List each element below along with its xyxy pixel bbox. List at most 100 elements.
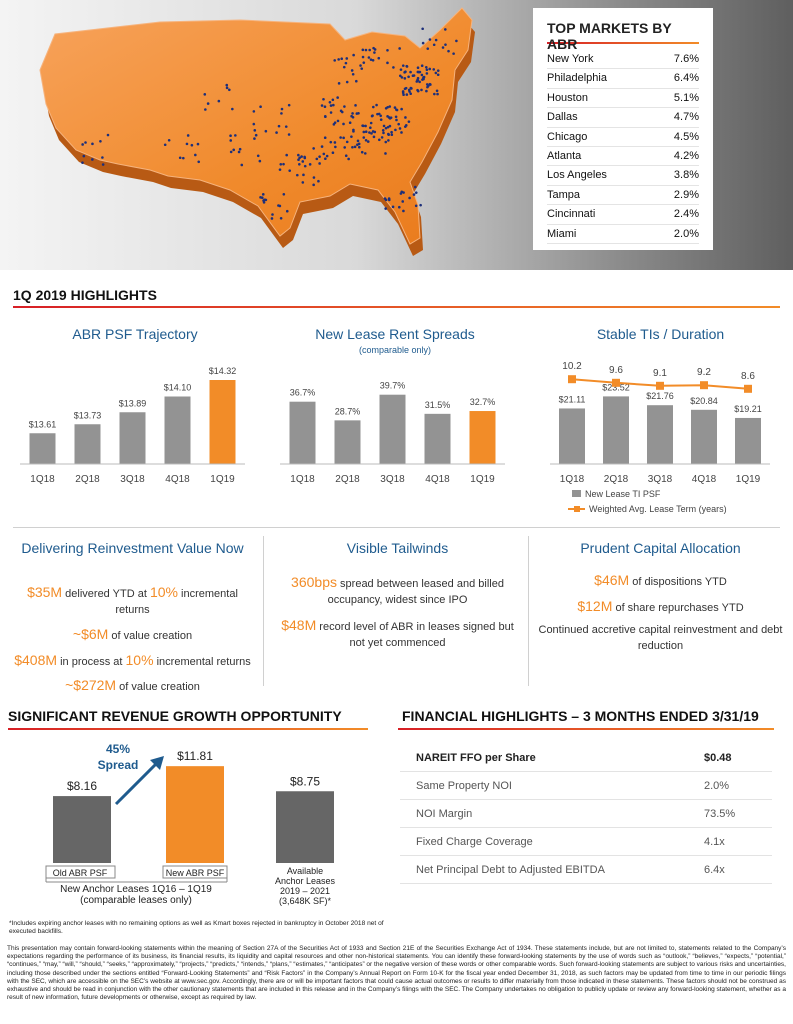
property-dot [344, 61, 348, 65]
market-row: Houston 5.1% [547, 89, 699, 109]
property-dot [416, 66, 420, 70]
property-dot [416, 89, 420, 93]
x-tick-label: 4Q18 [692, 474, 717, 485]
property-dot [288, 169, 292, 172]
property-dot [390, 133, 394, 136]
legend-term-label: Weighted Avg. Lease Term (years) [589, 504, 727, 514]
property-dot [331, 151, 335, 155]
property-dot [264, 129, 268, 133]
property-dot [329, 111, 333, 114]
property-dot [387, 139, 390, 142]
property-dot [357, 142, 361, 146]
property-dot [355, 79, 358, 83]
property-dot [391, 205, 395, 209]
property-dot [425, 68, 429, 72]
new-abr-box [162, 865, 228, 879]
bar [119, 412, 146, 464]
property-dot [382, 124, 386, 128]
lease-term-label: 9.2 [697, 367, 711, 378]
property-dot [370, 114, 374, 118]
property-dot [295, 173, 299, 177]
property-dot [379, 114, 383, 118]
highlights-rule [13, 306, 780, 308]
market-pct: 7.6% [673, 53, 699, 65]
property-dot [420, 88, 423, 92]
market-pct: 2.4% [673, 208, 699, 221]
property-dot [332, 123, 336, 126]
property-dot [432, 68, 436, 71]
property-dot [339, 136, 342, 139]
property-dot [404, 116, 407, 119]
financial-value: 73.5% [704, 808, 736, 820]
data-label: $13.89 [119, 398, 147, 408]
financial-value: 2.0% [704, 780, 730, 792]
property-dot [447, 49, 450, 53]
property-dot [434, 38, 438, 42]
x-tick-label: 2Q18 [335, 474, 360, 485]
property-dot [298, 156, 301, 160]
lease-term-label: 10.2 [562, 361, 582, 372]
bar [29, 433, 56, 464]
data-label: 39.7% [380, 381, 406, 391]
bar [424, 413, 451, 464]
property-dot [398, 47, 401, 50]
legend-term-marker [574, 506, 580, 512]
data-label: 32.7% [470, 397, 496, 407]
ti-data-label: $21.11 [559, 394, 586, 404]
market-name: Dallas [547, 111, 578, 124]
property-dot [277, 204, 280, 207]
property-dot [167, 138, 171, 142]
available-anchor-label: Available [287, 866, 323, 876]
top-markets-panel: TOP MARKETS BY ABR New York 7.6% Philadelp… [533, 8, 713, 250]
property-dot [344, 154, 348, 158]
highlights-title: 1Q 2019 HIGHLIGHTS [13, 287, 157, 303]
x-tick-label: 2Q18 [604, 474, 629, 485]
property-dot [362, 61, 366, 64]
reinvestment-stmt-2: ~$6M of value creation [72, 626, 193, 642]
property-dot [287, 133, 291, 136]
ti-bar [735, 417, 761, 464]
property-dot [386, 115, 389, 118]
bar [469, 411, 496, 464]
property-dot [455, 39, 458, 43]
x-tick-label: 1Q19 [470, 474, 495, 485]
property-dot [361, 48, 365, 52]
property-dot [384, 152, 387, 155]
data-label: $13.73 [74, 410, 102, 420]
tis-duration-chart-title: Stable TIs / Duration [596, 326, 725, 342]
property-dot [238, 147, 242, 151]
property-dot [405, 93, 409, 96]
property-dot [354, 104, 357, 107]
property-dot [280, 107, 284, 111]
property-dots [81, 27, 458, 220]
property-dot [436, 92, 439, 96]
property-dot [253, 129, 257, 132]
ti-data-label: $19.21 [734, 404, 762, 414]
property-dot [343, 146, 346, 149]
property-dot [275, 131, 278, 134]
property-dot [203, 93, 207, 96]
property-dot [364, 130, 368, 133]
property-dot [81, 161, 84, 164]
property-dot [260, 196, 264, 200]
property-dot [261, 193, 265, 196]
property-dot [280, 112, 283, 115]
property-dot [263, 198, 266, 202]
data-label: 31.5% [425, 400, 451, 410]
property-dot [432, 43, 436, 47]
property-dot [361, 124, 365, 128]
property-dot [444, 43, 447, 46]
property-dot [433, 92, 436, 96]
property-dot [362, 136, 366, 139]
lease-term-label: 9.6 [609, 365, 623, 376]
x-tick-label: 1Q18 [290, 474, 315, 485]
property-dot [402, 209, 405, 213]
spread-arrowhead [150, 756, 164, 770]
property-dot [312, 147, 315, 150]
property-dot [232, 148, 236, 152]
property-dot [401, 200, 405, 203]
property-dot [373, 130, 377, 134]
property-dot [256, 154, 260, 158]
property-dot [329, 104, 333, 107]
property-dot [190, 143, 194, 147]
